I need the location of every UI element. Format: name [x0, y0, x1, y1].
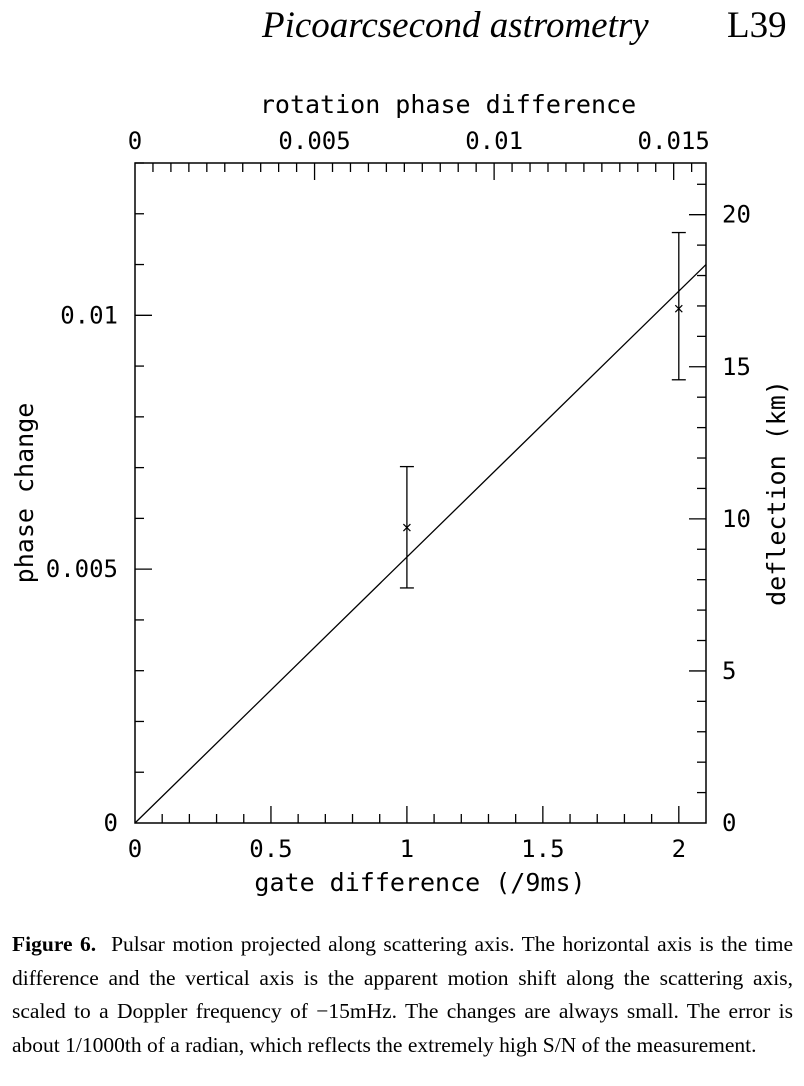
- y-left-tick-label: 0.01: [60, 301, 118, 329]
- chart: 0 0.5 1 1.5 20 0.005 0.01 0.01500.0050.01051015…: [10, 90, 791, 897]
- data-marks: [134, 231, 707, 824]
- caption-label: Figure 6.: [12, 932, 97, 956]
- running-head-title: Picoarcsecond astrometry: [262, 5, 649, 46]
- x-bottom-axis-title: gate difference (/9ms): [254, 868, 585, 897]
- x-bottom-tick-label: 1: [400, 835, 414, 863]
- x-top-tick-label: 0.015: [638, 127, 710, 155]
- y-right-tick-label: 20: [722, 201, 751, 229]
- y-right-axis-title: deflection (km): [762, 380, 791, 606]
- figure-caption: Figure 6. Pulsar motion projected along …: [12, 928, 793, 1062]
- tick-labels: 0 0.5 1 1.5 20 0.005 0.01 0.01500.0050.01051015…: [46, 127, 751, 863]
- data-point-cross: [402, 523, 411, 532]
- x-top-tick-label: 0.01: [465, 127, 523, 155]
- y-right-tick-label: 15: [722, 353, 751, 381]
- x-bottom-tick-label: 0: [128, 835, 142, 863]
- x-bottom-tick-label: 1.5: [521, 835, 564, 863]
- fit-line: [134, 264, 707, 824]
- page-number: L39: [727, 5, 787, 46]
- data-point: [402, 523, 411, 532]
- y-right-tick-label: 5: [722, 657, 736, 685]
- plot-frame: [134, 162, 707, 824]
- y-left-tick-label: 0: [104, 809, 118, 837]
- x-top-tick-label: 0: [128, 127, 142, 155]
- caption-text: Pulsar motion projected along scattering…: [12, 932, 794, 1057]
- x-top-tick-label: 0.005: [278, 127, 350, 155]
- x-bottom-tick-label: 0.5: [249, 835, 292, 863]
- x-top-axis-title: rotation phase difference: [260, 90, 636, 119]
- y-left-tick-label: 0.005: [46, 555, 118, 583]
- data-point: [674, 304, 683, 313]
- x-bottom-tick-label: 2: [672, 835, 686, 863]
- y-left-axis-title: phase change: [10, 403, 39, 584]
- y-right-tick-label: 0: [722, 809, 736, 837]
- axis-ticks: [135, 162, 706, 823]
- data-point-cross: [674, 304, 683, 313]
- y-right-tick-label: 10: [722, 505, 751, 533]
